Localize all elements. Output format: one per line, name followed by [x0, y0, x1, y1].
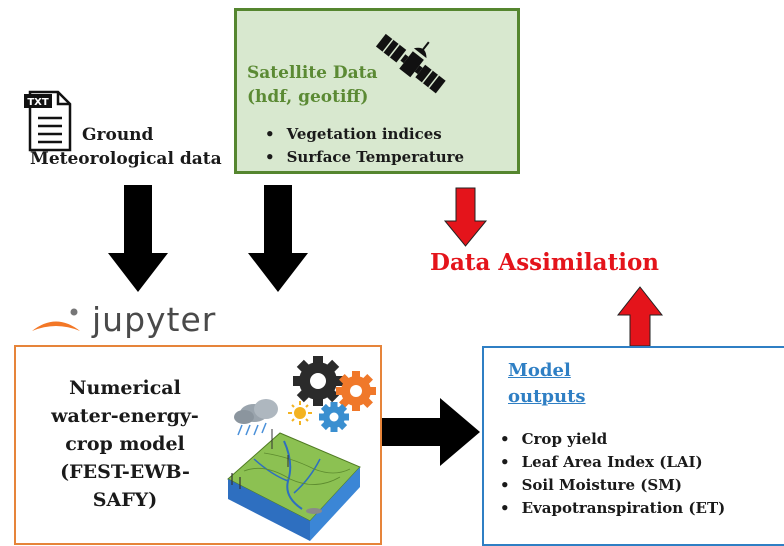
- txt-file-icon: TXT: [24, 90, 72, 152]
- model-outputs-list: • Crop yield • Leaf Area Index (LAI) • Soil…: [500, 428, 725, 520]
- satellite-data-box: Satellite Data (hdf, geotiff) • Vegetatio…: [234, 8, 520, 174]
- list-item: • Vegetation indices: [265, 125, 442, 143]
- model-outputs-box: Model outputs • Crop yield • Leaf Area Ind…: [482, 346, 784, 546]
- numerical-model-box: Numerical water-energy- crop model (FEST…: [14, 345, 382, 545]
- model-line: (FEST-EWB-: [60, 461, 190, 483]
- outputs-title-line1: Model: [508, 360, 571, 381]
- model-line: water-energy-: [51, 405, 199, 427]
- model-outputs-title: Model outputs: [508, 358, 586, 410]
- model-description: Numerical water-energy- crop model (FEST…: [36, 374, 214, 514]
- rain-cloud-icon: [234, 399, 278, 436]
- ground-line1: Ground: [82, 125, 154, 145]
- watershed-illustration: [227, 399, 361, 541]
- model-line: crop model: [65, 433, 185, 455]
- flow-arrows: [108, 185, 664, 466]
- model-line: SAFY): [92, 489, 158, 511]
- outputs-title-line2: outputs: [508, 386, 586, 407]
- arrow-satellite-to-model: [248, 185, 308, 292]
- arrow-satellite-to-assimilation: [443, 187, 488, 247]
- arrow-outputs-to-assimilation: [616, 286, 664, 347]
- gears-icon: [293, 356, 376, 432]
- list-item: • Leaf Area Index (LAI): [500, 453, 703, 471]
- data-assimilation-label: Data Assimilation: [430, 249, 660, 276]
- ground-line2: Meteorological data: [30, 149, 222, 169]
- ground-meteorological-label: Ground Meteorological data: [30, 123, 222, 171]
- list-item: • Soil Moisture (SM): [500, 476, 682, 494]
- satellite-title-line1: Satellite Data: [247, 63, 378, 83]
- satellite-title-line2: (hdf, geotiff): [247, 87, 369, 107]
- satellite-items-list: • Vegetation indices • Surface Temperature: [265, 123, 464, 169]
- jupyter-wordmark: jupyter: [92, 300, 217, 339]
- txt-icon-label: TXT: [27, 97, 49, 108]
- list-item: • Surface Temperature: [265, 148, 465, 166]
- arrow-model-to-outputs: [382, 398, 480, 466]
- list-item: • Evapotranspiration (ET): [500, 499, 726, 517]
- sun-icon: [288, 401, 312, 425]
- list-item: • Crop yield: [500, 430, 608, 448]
- arrow-ground-to-model: [108, 185, 168, 292]
- model-line: Numerical: [69, 377, 181, 399]
- satellite-icon: [375, 33, 446, 94]
- satellite-data-title: Satellite Data (hdf, geotiff): [247, 61, 378, 109]
